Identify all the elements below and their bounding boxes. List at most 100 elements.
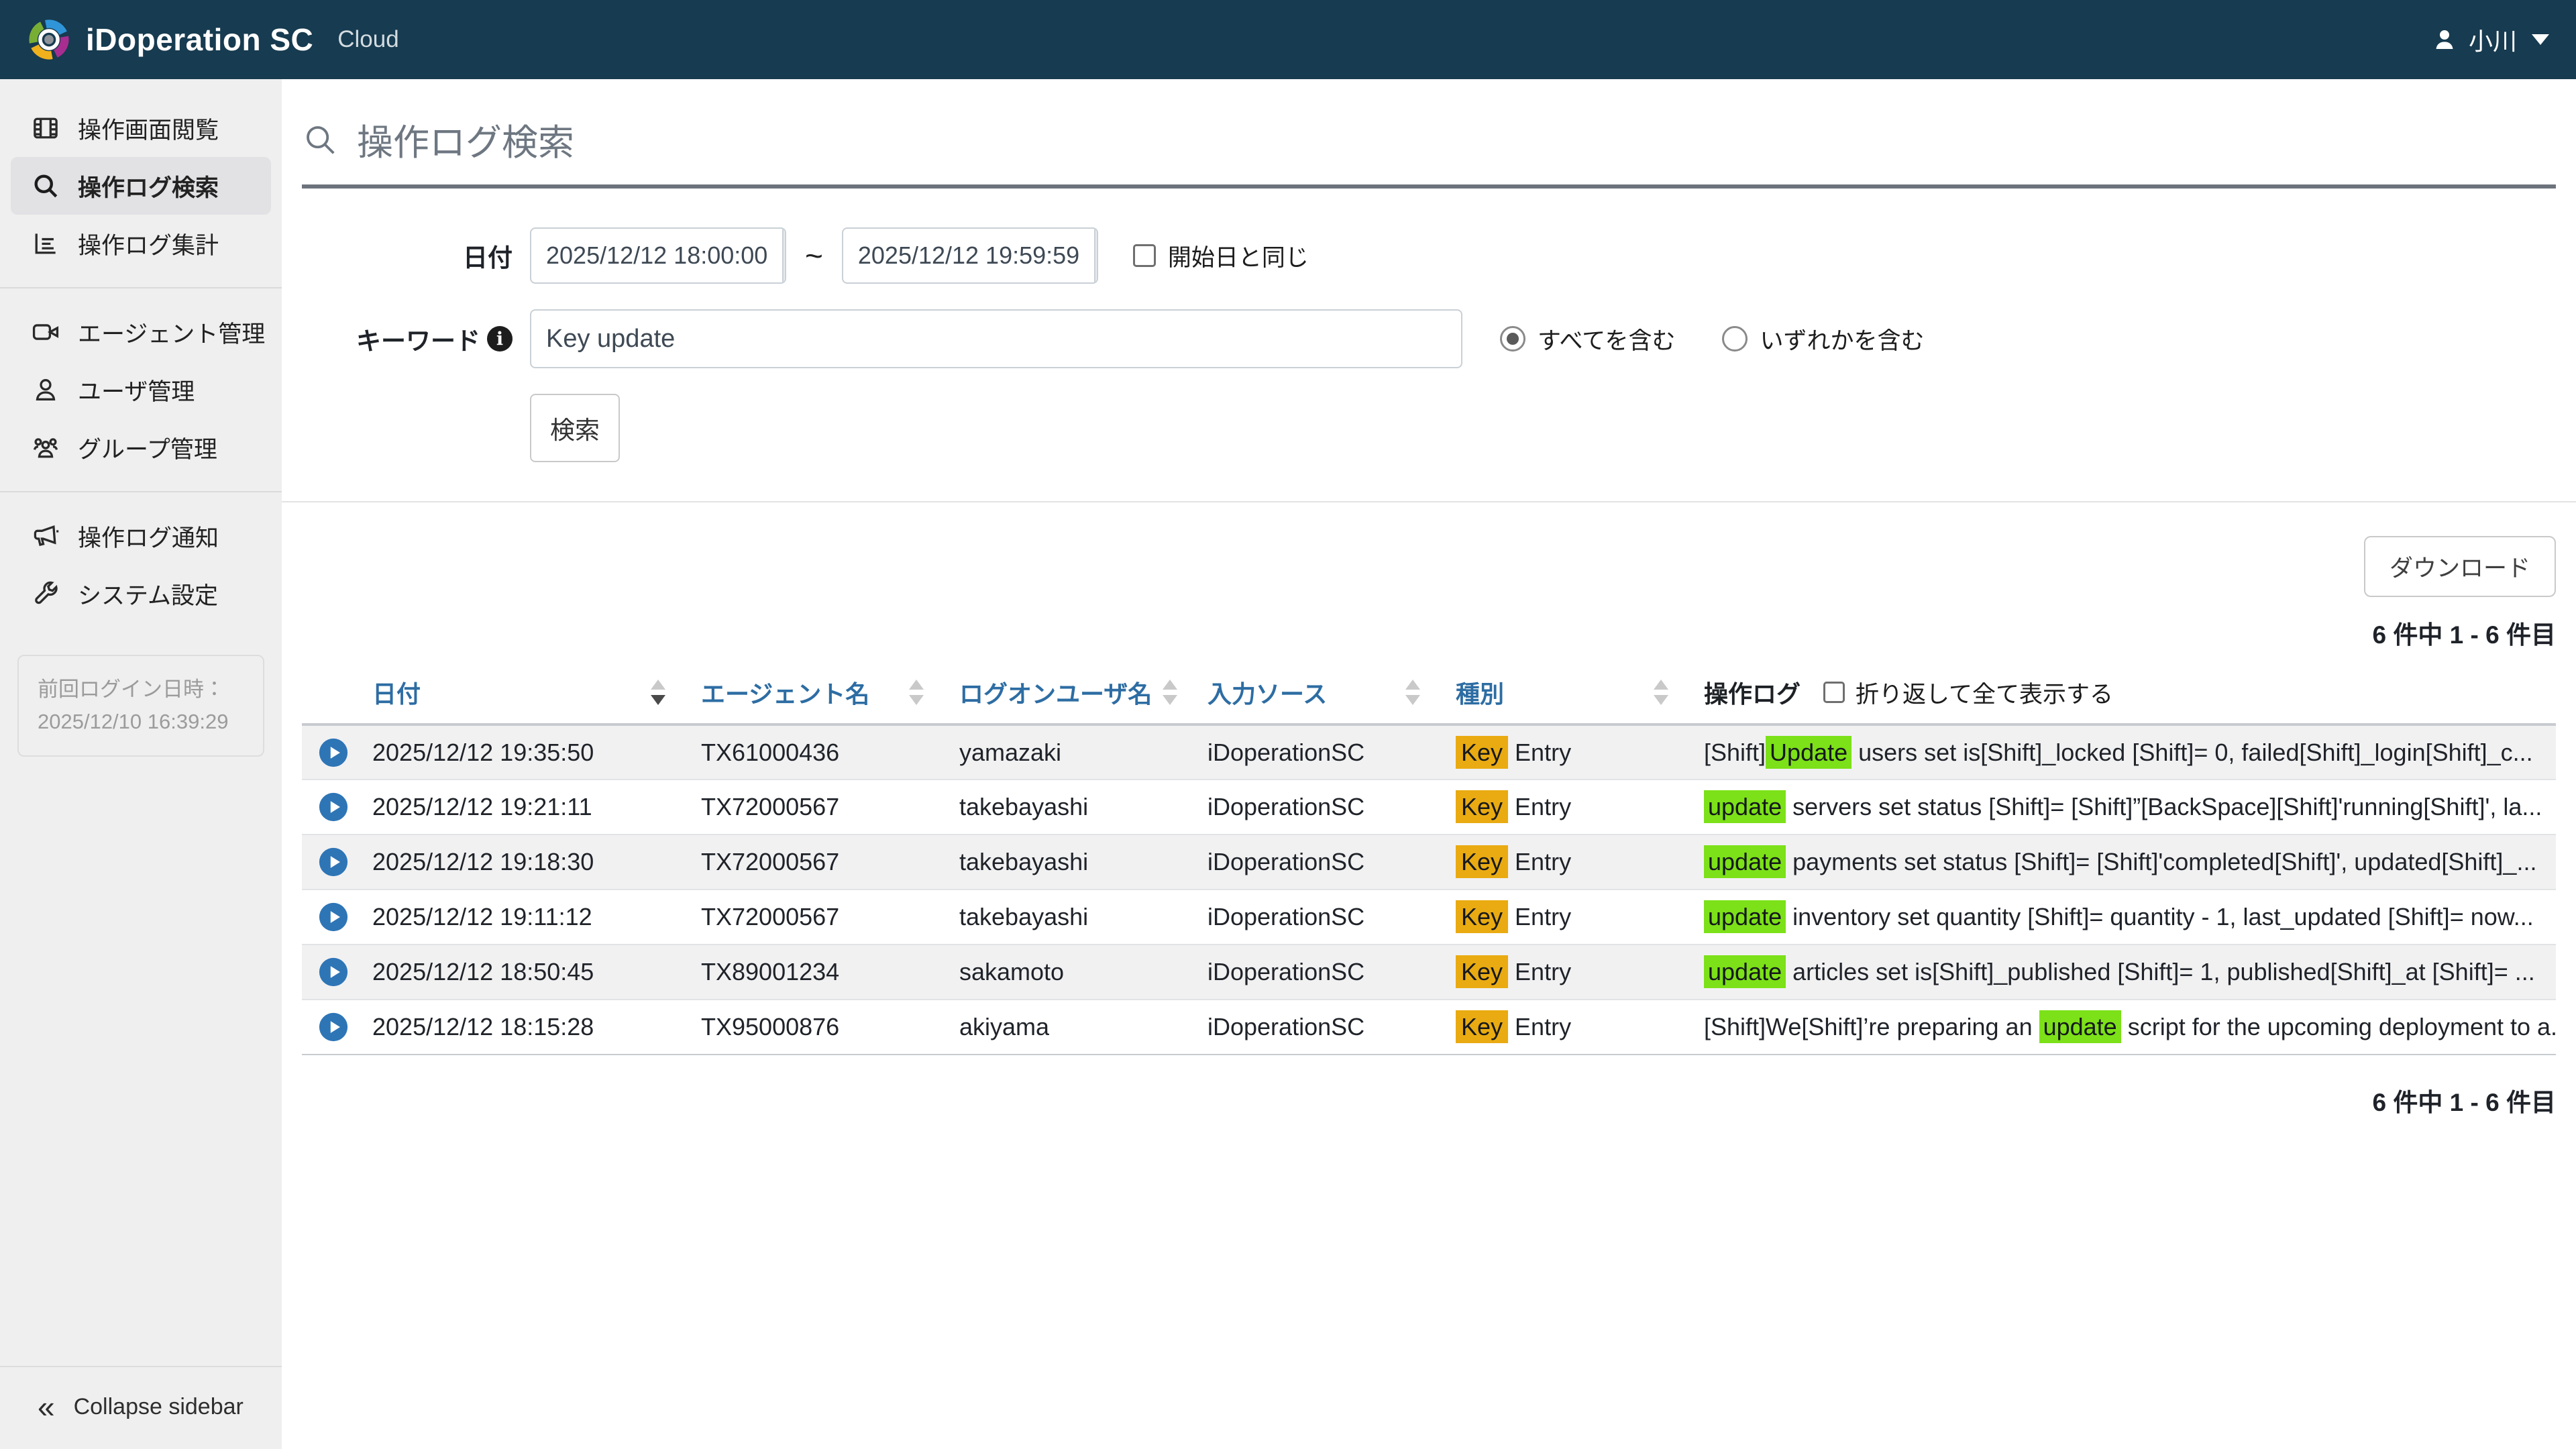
sort-icons[interactable] [1395, 680, 1420, 705]
last-login-box: 前回ログイン日時： 2025/12/10 16:39:29 [17, 655, 264, 757]
checkbox-icon [1132, 244, 1156, 267]
type-highlight: Key [1456, 955, 1509, 988]
column-header-agent[interactable]: エージェント名 [678, 665, 936, 726]
column-header-logon-user[interactable]: ログオンユーザ名 [936, 665, 1184, 726]
play-button[interactable] [318, 1012, 349, 1042]
sidebar-item-log-aggregate[interactable]: 操作ログ集計 [11, 215, 271, 272]
cell-agent: TX95000876 [701, 1013, 840, 1040]
play-button[interactable] [318, 792, 349, 822]
date-from-input[interactable]: 2025/12/12 18:00:00 [530, 227, 786, 284]
sidebar-item-agent-management[interactable]: エージェント管理 [11, 303, 271, 361]
date-range-separator: ~ [805, 238, 823, 273]
table-row: 2025/12/12 19:11:12 TX72000567 takebayas… [302, 890, 2556, 945]
column-header-type[interactable]: 種別 [1432, 665, 1680, 726]
type-highlight: Key [1456, 900, 1509, 933]
sidebar-item-log-notification[interactable]: 操作ログ通知 [11, 507, 271, 565]
sort-icons[interactable] [640, 680, 665, 705]
cell-source: iDoperationSC [1208, 958, 1365, 985]
play-button[interactable] [318, 847, 349, 877]
match-any-radio[interactable]: いずれかを含む [1722, 322, 1924, 356]
date-to-value: 2025/12/12 19:59:59 [857, 241, 1080, 269]
sort-asc-icon [651, 680, 665, 690]
same-start-day-checkbox[interactable]: 開始日と同じ [1132, 239, 1309, 273]
wrap-all-label: 折り返して全て表示する [1856, 681, 2113, 708]
user-menu[interactable]: 小川 [2431, 22, 2549, 57]
sidebar-item-group-management[interactable]: グループ管理 [11, 419, 271, 476]
type-rest: Entry [1508, 848, 1572, 875]
sidebar-divider [0, 491, 282, 492]
section-divider [282, 501, 2576, 502]
type-rest: Entry [1508, 958, 1572, 985]
sidebar-item-label: 操作画面閲覧 [78, 117, 219, 144]
calendar-icon [784, 243, 786, 268]
cell-date: 2025/12/12 19:18:30 [372, 848, 594, 875]
table-row: 2025/12/12 19:18:30 TX72000567 takebayas… [302, 835, 2556, 890]
column-label: エージェント名 [701, 680, 870, 708]
search-button[interactable]: 検索 [530, 394, 620, 462]
sort-desc-icon [1405, 695, 1420, 705]
cell-source: iDoperationSC [1208, 903, 1365, 930]
play-button[interactable] [318, 957, 349, 987]
collapse-sidebar-button[interactable]: « Collapse sidebar [0, 1366, 282, 1449]
date-to-input[interactable]: 2025/12/12 19:59:59 [841, 227, 1098, 284]
wrap-all-checkbox[interactable]: 折り返して全て表示する [1823, 676, 2113, 710]
match-all-radio[interactable]: すべてを含む [1500, 322, 1675, 356]
log-pre: [Shift]We[Shift]’re preparing an [1704, 1013, 2039, 1040]
column-header-date[interactable]: 日付 [349, 665, 678, 726]
sort-icons[interactable] [898, 680, 924, 705]
column-label: 操作ログ [1704, 680, 1801, 708]
sidebar-item-screen-view[interactable]: 操作画面閲覧 [11, 99, 271, 157]
sidebar-item-log-search[interactable]: 操作ログ検索 [11, 157, 271, 215]
radio-unchecked-icon [1722, 326, 1748, 352]
results-header: ダウンロード 6 件中 1 - 6 件目 [302, 536, 2556, 651]
keyword-label-text: キーワード [356, 327, 480, 355]
column-header-input-source[interactable]: 入力ソース [1184, 665, 1432, 726]
date-from-value: 2025/12/12 18:00:00 [546, 241, 768, 269]
play-button[interactable] [318, 737, 349, 768]
play-cell [302, 780, 349, 835]
result-count-top: 6 件中 1 - 6 件目 [2372, 621, 2556, 649]
keyword-value: Key update [546, 324, 676, 353]
sidebar-item-label: 操作ログ集計 [78, 232, 219, 259]
film-icon [34, 117, 58, 139]
chevron-down-icon [2532, 34, 2549, 45]
submit-row: 検索 [302, 394, 2556, 462]
sidebar-item-label: 操作ログ検索 [78, 174, 219, 201]
keyword-input[interactable]: Key update [530, 309, 1462, 368]
sidebar-item-label: システム設定 [78, 582, 218, 609]
app-header: iDoperation SC Cloud 小川 [0, 0, 2576, 79]
column-header-operation-log: 操作ログ 折り返して全て表示する [1680, 665, 2556, 726]
date-label: 日付 [463, 244, 513, 272]
sort-icons[interactable] [1152, 680, 1178, 705]
sidebar-divider [0, 287, 282, 288]
play-button[interactable] [318, 902, 349, 932]
sort-desc-icon-active [651, 695, 665, 705]
main-content: 操作ログ 検索 日付 2025/12/12 18:00:00 [282, 79, 2576, 1449]
date-from-calendar-button[interactable] [782, 229, 786, 282]
sidebar-item-label: ユーザ管理 [78, 378, 195, 405]
log-post: servers set status [Shift]= [Shift]”[Bac… [1786, 793, 2542, 820]
log-post: script for the upcoming deployment to a.… [2121, 1013, 2556, 1040]
cell-agent: TX61000436 [701, 738, 840, 766]
sort-icons[interactable] [1643, 680, 1668, 705]
log-post: articles set is[Shift]_published [Shift]… [1786, 958, 2535, 985]
cell-date: 2025/12/12 19:11:12 [372, 903, 592, 930]
cell-agent: TX72000567 [701, 793, 840, 820]
log-post: users set is[Shift]_locked [Shift]= 0, f… [1851, 738, 2533, 766]
cell-user: akiyama [959, 1013, 1050, 1040]
play-cell [302, 890, 349, 945]
cell-agent: TX72000567 [701, 848, 840, 875]
match-all-label: すべてを含む [1538, 327, 1676, 354]
play-cell [302, 945, 349, 1000]
date-to-calendar-button[interactable] [1094, 229, 1097, 282]
info-icon[interactable]: i [487, 326, 513, 352]
cell-user: yamazaki [959, 738, 1062, 766]
cell-user: takebayashi [959, 793, 1089, 820]
cell-type: Key Entry [1432, 724, 1680, 780]
sidebar-item-user-management[interactable]: ユーザ管理 [11, 361, 271, 419]
cell-log: [Shift]We[Shift]’re preparing an update … [1680, 1000, 2556, 1055]
user-icon [2436, 30, 2453, 49]
download-button[interactable]: ダウンロード [2363, 536, 2556, 597]
sidebar-item-system-settings[interactable]: システム設定 [11, 565, 271, 623]
collapse-sidebar-label: Collapse sidebar [73, 1393, 244, 1419]
